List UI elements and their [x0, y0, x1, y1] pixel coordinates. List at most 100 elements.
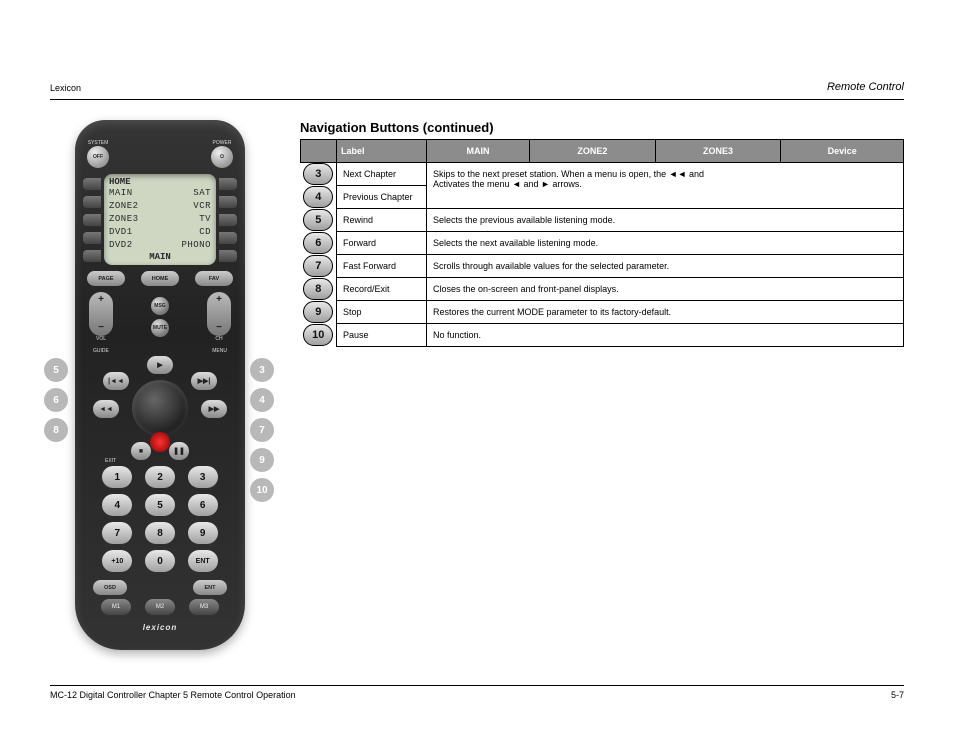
content-row: SYSTEM OFF POWER ⏻	[50, 120, 904, 650]
home-button[interactable]: HOME	[141, 271, 179, 286]
section-title: Navigation Buttons (continued)	[300, 120, 904, 135]
left-soft-buttons	[83, 178, 101, 262]
lcd-row: HOME MAINSAT ZONE2VCR ZONE3TV DVD1CD DVD…	[83, 174, 237, 265]
remote-body: SYSTEM OFF POWER ⏻	[75, 120, 245, 650]
num-9[interactable]: 9	[188, 522, 218, 544]
right-soft-buttons	[219, 178, 237, 262]
row-number: 8	[303, 278, 333, 300]
th-main: MAIN	[427, 140, 530, 163]
rewind-button[interactable]: ◄◄	[93, 400, 119, 418]
row-label: Rewind	[337, 209, 427, 232]
play-button[interactable]: ▶	[147, 356, 173, 374]
page: Lexicon Remote Control SYSTEM OFF POWER …	[0, 0, 954, 738]
msg-button[interactable]: MSG	[151, 297, 169, 315]
soft-button[interactable]	[83, 178, 101, 190]
m2-button[interactable]: M2	[145, 599, 175, 615]
lcd-screen: HOME MAINSAT ZONE2VCR ZONE3TV DVD1CD DVD…	[104, 174, 216, 265]
th-label: Label	[337, 140, 427, 163]
callout-circle: 7	[250, 418, 274, 442]
soft-button[interactable]	[219, 214, 237, 226]
num-8[interactable]: 8	[145, 522, 175, 544]
exit-label: EXIT	[105, 458, 116, 464]
table-row: 6ForwardSelects the next available liste…	[301, 232, 904, 255]
footer-left: MC-12 Digital Controller Chapter 5 Remot…	[50, 690, 296, 700]
prev-chapter-button[interactable]: |◄◄	[103, 372, 129, 390]
record-button[interactable]	[150, 432, 170, 452]
callout-circle: 6	[44, 388, 68, 412]
th-device: Device	[781, 140, 904, 163]
soft-button[interactable]	[83, 250, 101, 262]
channel-group: +− CH	[207, 292, 231, 342]
num-ent[interactable]: ENT	[188, 550, 218, 572]
num-0[interactable]: 0	[145, 550, 175, 572]
row-description: No function.	[427, 324, 904, 347]
num-7[interactable]: 7	[102, 522, 132, 544]
system-off-button[interactable]: OFF	[87, 146, 109, 168]
system-group: SYSTEM OFF	[87, 140, 109, 168]
th-zone3: ZONE3	[655, 140, 781, 163]
lcd-line: DVD2PHONO	[109, 239, 211, 252]
row-number: 5	[303, 209, 333, 231]
lcd-title: HOME	[109, 177, 211, 187]
callout-circle: 10	[250, 478, 274, 502]
navigation-cluster: ▶ |◄◄ ▶▶| ◄◄ ▶▶ ■ ❚❚ EXIT	[95, 358, 225, 458]
stop-button[interactable]: ■	[131, 442, 151, 460]
lcd-line: ZONE2VCR	[109, 200, 211, 213]
pause-button[interactable]: ❚❚	[169, 442, 189, 460]
macro-row: M1 M2 M3	[83, 595, 237, 615]
num-6[interactable]: 6	[188, 494, 218, 516]
table-row: 3Next ChapterSkips to the next preset st…	[301, 163, 904, 186]
brand-logo: lexicon	[83, 615, 237, 632]
header-section: Remote Control	[827, 81, 904, 93]
number-pad: 1 2 3 4 5 6 7 8 9 +10 0 ENT	[83, 458, 237, 576]
soft-button[interactable]	[219, 196, 237, 208]
row-label: Forward	[337, 232, 427, 255]
power-group: POWER ⏻	[211, 140, 233, 168]
table-row: 9StopRestores the current MODE parameter…	[301, 301, 904, 324]
soft-button[interactable]	[219, 250, 237, 262]
osd-button[interactable]: OSD	[93, 580, 127, 595]
callout-circle: 9	[250, 448, 274, 472]
callout-circle: 4	[250, 388, 274, 412]
footer-right: 5-7	[891, 690, 904, 700]
soft-button[interactable]	[219, 178, 237, 190]
mute-button[interactable]: MUTE	[151, 319, 169, 337]
soft-button[interactable]	[83, 196, 101, 208]
m3-button[interactable]: M3	[189, 599, 219, 615]
num-1[interactable]: 1	[102, 466, 132, 488]
row-label: Fast Forward	[337, 255, 427, 278]
volume-group: +− VOL	[89, 292, 113, 342]
th-blank	[301, 140, 337, 163]
lcd-line: ZONE3TV	[109, 213, 211, 226]
soft-button[interactable]	[83, 232, 101, 244]
num-plus10[interactable]: +10	[102, 550, 132, 572]
spec-table: Label MAIN ZONE2 ZONE3 Device 3Next Chap…	[300, 139, 904, 347]
table-header: Label MAIN ZONE2 ZONE3 Device	[301, 140, 904, 163]
lcd-line: DVD1CD	[109, 226, 211, 239]
num-5[interactable]: 5	[145, 494, 175, 516]
channel-rocker[interactable]: +−	[207, 292, 231, 336]
table-row: 5RewindSelects the previous available li…	[301, 209, 904, 232]
fast-forward-button[interactable]: ▶▶	[201, 400, 227, 418]
volume-rocker[interactable]: +−	[89, 292, 113, 336]
power-label: POWER	[211, 140, 233, 146]
remote-column: SYSTEM OFF POWER ⏻	[50, 120, 270, 650]
soft-button[interactable]	[219, 232, 237, 244]
osd-ent-row: OSD ENT	[83, 576, 237, 595]
ent-button[interactable]: ENT	[193, 580, 227, 595]
mid-pill-row: PAGE HOME FAV	[83, 265, 237, 292]
soft-button[interactable]	[83, 214, 101, 226]
num-2[interactable]: 2	[145, 466, 175, 488]
m1-button[interactable]: M1	[101, 599, 131, 615]
next-chapter-button[interactable]: ▶▶|	[191, 372, 217, 390]
page-button[interactable]: PAGE	[87, 271, 125, 286]
power-button[interactable]: ⏻	[211, 146, 233, 168]
remote-top-row: SYSTEM OFF POWER ⏻	[83, 140, 237, 174]
fav-button[interactable]: FAV	[195, 271, 233, 286]
menu-label: MENU	[212, 348, 227, 354]
row-description: Closes the on-screen and front-panel dis…	[427, 278, 904, 301]
nav-dpad[interactable]	[132, 380, 188, 436]
channel-label: CH	[207, 336, 231, 342]
num-3[interactable]: 3	[188, 466, 218, 488]
num-4[interactable]: 4	[102, 494, 132, 516]
